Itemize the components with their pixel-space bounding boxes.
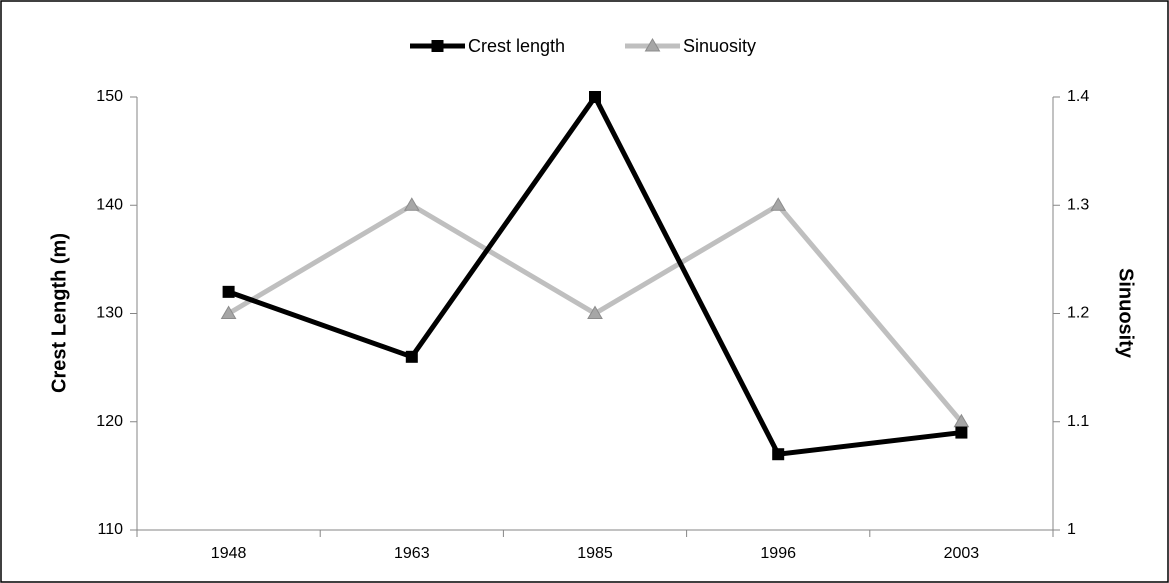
- y-tick-label: 150: [96, 88, 123, 105]
- y2-tick-label: 1: [1067, 521, 1076, 538]
- point-marker: [405, 350, 418, 363]
- legend-marker: [644, 38, 661, 52]
- y2-tick-label: 1.3: [1067, 196, 1089, 213]
- x-tick-label: 1985: [577, 545, 613, 562]
- x-tick-label: 1963: [394, 545, 430, 562]
- x-tick-label: 2003: [944, 545, 980, 562]
- y2-tick-label: 1.2: [1067, 305, 1089, 322]
- legend-marker: [431, 40, 444, 52]
- y-tick-label: 110: [97, 521, 123, 538]
- y-tick-label: 120: [96, 413, 123, 430]
- point-marker: [403, 197, 420, 211]
- point-marker: [587, 305, 603, 319]
- legend-label: Sinuosity: [683, 36, 756, 56]
- point-marker: [222, 285, 235, 298]
- y-axis-label: Crest Length (m): [48, 233, 70, 393]
- x-tick-label: 1996: [760, 545, 796, 562]
- point-marker: [220, 305, 237, 319]
- point-marker: [955, 426, 968, 439]
- point-marker: [770, 197, 787, 211]
- y2-axis-label: Sinuosity: [1115, 268, 1137, 359]
- y2-tick-label: 1.1: [1067, 413, 1089, 430]
- y2-tick-label: 1.4: [1067, 88, 1089, 105]
- y-tick-label: 140: [96, 196, 123, 213]
- legend-label: Crest length: [468, 36, 565, 56]
- x-tick-label: 1948: [211, 545, 247, 562]
- point-marker: [772, 448, 785, 461]
- point-marker: [589, 91, 601, 103]
- y-tick-label: 130: [96, 305, 123, 322]
